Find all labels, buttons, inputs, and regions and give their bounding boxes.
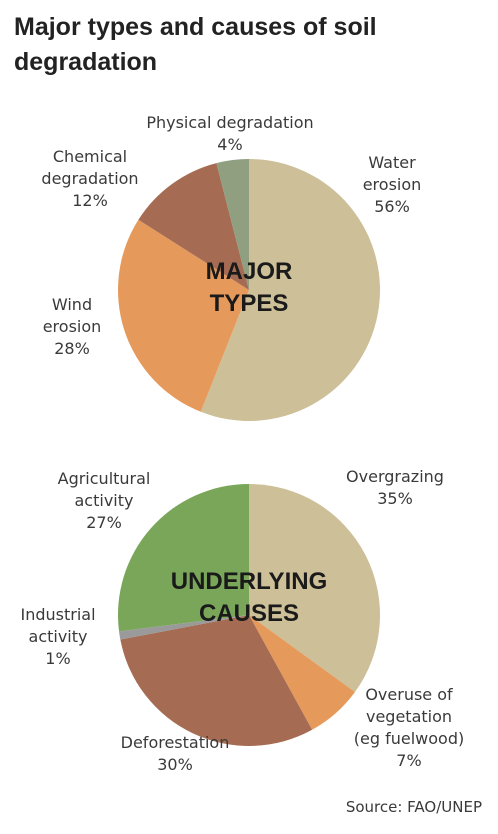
slice-label-value: 4% bbox=[217, 135, 243, 154]
slice-label-name: vegetation bbox=[365, 707, 453, 726]
pie-slice-1-2 bbox=[120, 615, 313, 746]
slice-label: Wind erosion 28% bbox=[43, 294, 102, 360]
pie-center-label-line: MAJOR bbox=[205, 258, 293, 285]
pie-slice-0-1 bbox=[117, 219, 249, 412]
slice-label: Agricultural activity 27% bbox=[58, 468, 151, 534]
pie-center-label-line: CAUSES bbox=[198, 600, 300, 627]
slice-label-value: 7% bbox=[396, 751, 422, 770]
chart-title: Major types and causes of soil degradati… bbox=[14, 10, 484, 80]
pie-slice-1-4 bbox=[117, 484, 249, 632]
pie-slice-0-2 bbox=[138, 163, 249, 290]
slice-label-name: Overgrazing bbox=[346, 467, 444, 486]
title-line-2: degradation bbox=[14, 48, 158, 76]
major-types-pie bbox=[117, 159, 380, 422]
slice-label-name: activity bbox=[74, 491, 134, 510]
slice-label-value: 30% bbox=[157, 755, 193, 774]
slice-label-value: 1% bbox=[45, 649, 71, 668]
pie-slice-0-3 bbox=[216, 159, 249, 290]
slice-label-name: Water bbox=[368, 153, 416, 172]
slice-label-name: (eg fuelwood) bbox=[353, 729, 465, 748]
title-line-1: Major types and causes of soil bbox=[14, 13, 377, 41]
slice-label: Deforestation 30% bbox=[121, 732, 230, 776]
pie-center-label: MAJOR TYPES bbox=[206, 256, 293, 320]
slice-label-name: Wind bbox=[51, 295, 93, 314]
pie-slice-1-1 bbox=[249, 615, 355, 730]
slice-label-value: 35% bbox=[377, 489, 413, 508]
slice-label: Industrial activity 1% bbox=[20, 604, 95, 670]
pie-slice-0-0 bbox=[200, 159, 380, 422]
slice-label: Chemical degradation 12% bbox=[41, 146, 138, 212]
pie-center-label-line: TYPES bbox=[209, 290, 289, 317]
slice-label-name: Industrial bbox=[20, 605, 96, 624]
slice-label-name: activity bbox=[28, 627, 88, 646]
underlying-causes-pie bbox=[117, 484, 380, 746]
pie-slice-1-3 bbox=[119, 615, 249, 640]
slice-label: Overuse of vegetation (eg fuelwood) 7% bbox=[354, 684, 464, 772]
slice-label-value: 28% bbox=[54, 339, 90, 358]
slice-label: Overgrazing 35% bbox=[346, 466, 444, 510]
slice-label-name: Overuse of bbox=[365, 685, 453, 704]
source-note: Source: FAO/UNEP bbox=[345, 798, 482, 816]
slice-label-name: erosion bbox=[42, 317, 102, 336]
pie-center-label-line: UNDERLYING bbox=[170, 568, 328, 595]
slice-label-name: Deforestation bbox=[120, 733, 230, 752]
slice-label-value: 56% bbox=[374, 197, 410, 216]
pie-slice-1-0 bbox=[249, 484, 380, 692]
slice-label-name: Chemical bbox=[52, 147, 128, 166]
slice-label-name: Agricultural bbox=[57, 469, 151, 488]
slice-label: Physical degradation 4% bbox=[146, 112, 313, 156]
slice-label-name: degradation bbox=[41, 169, 139, 188]
slice-label-name: erosion bbox=[362, 175, 422, 194]
pie-center-label: UNDERLYING CAUSES bbox=[171, 566, 327, 630]
slice-label: Water erosion 56% bbox=[363, 152, 422, 218]
slice-label-name: Physical degradation bbox=[146, 113, 314, 132]
slice-label-value: 27% bbox=[86, 513, 122, 532]
slice-label-value: 12% bbox=[72, 191, 108, 210]
